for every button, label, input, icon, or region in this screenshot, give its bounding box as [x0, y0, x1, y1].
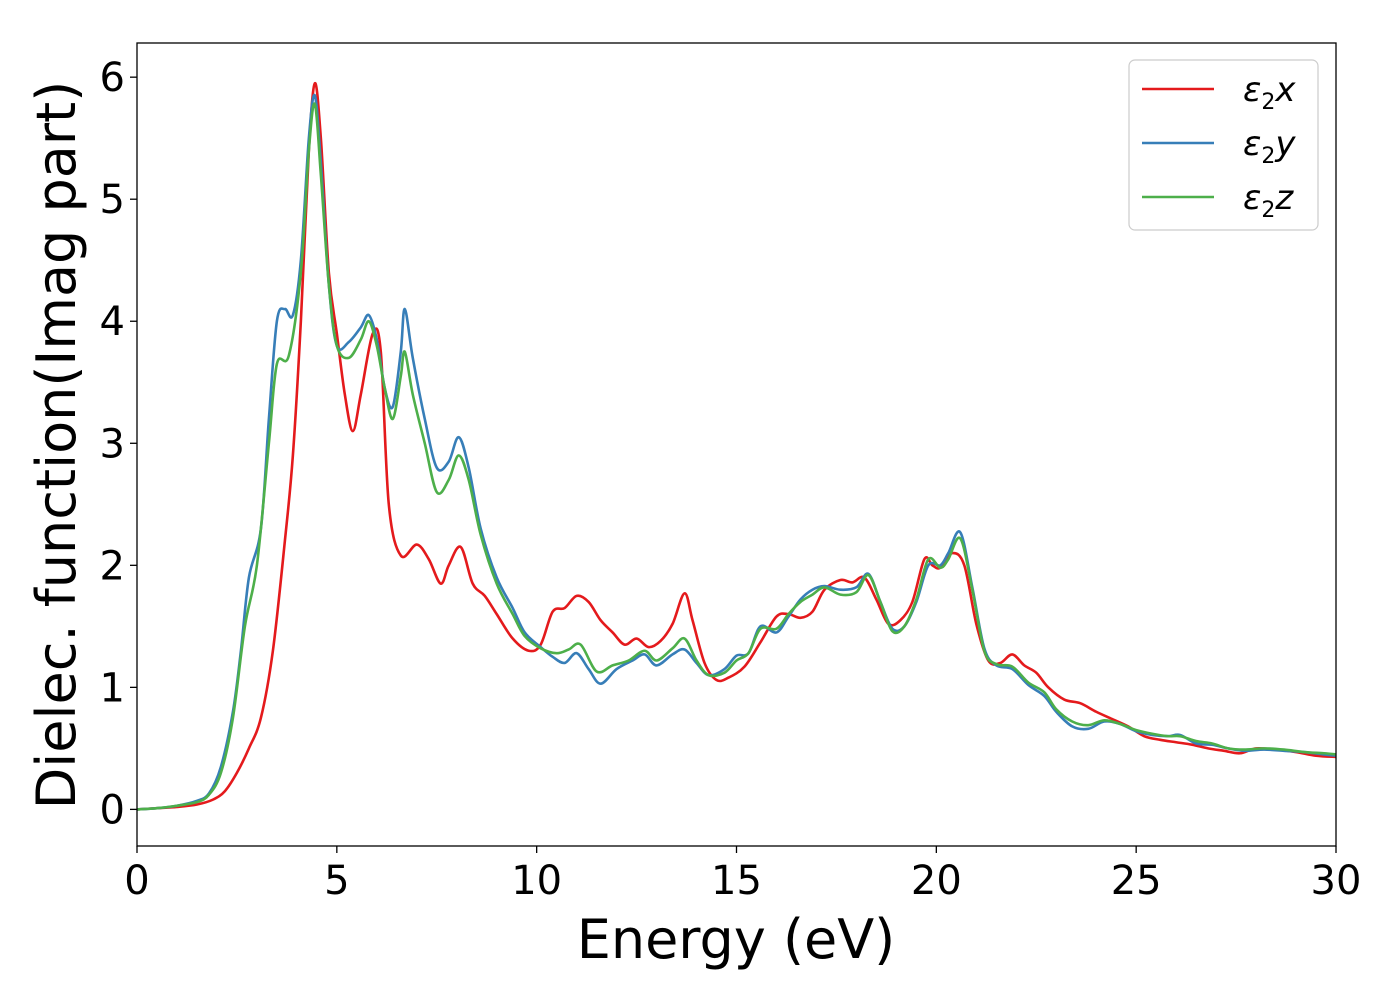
- legend-label-x: ε2x: [1243, 70, 1296, 115]
- series-line-z: [137, 102, 1336, 811]
- legend-label-y: ε2y: [1243, 124, 1296, 169]
- y-tick-label: 6: [100, 55, 125, 101]
- y-tick-label: 1: [100, 665, 125, 711]
- y-tick-label: 2: [100, 543, 125, 589]
- x-tick-label: 20: [911, 858, 962, 904]
- series-line-x: [137, 81, 1336, 811]
- y-tick-label: 0: [100, 787, 125, 833]
- x-axis-label: Energy (eV): [577, 908, 896, 971]
- y-tick-label: 4: [100, 299, 125, 345]
- x-tick-label: 5: [324, 858, 349, 904]
- series-layer: [137, 81, 1336, 811]
- x-tick-label: 0: [124, 858, 149, 904]
- x-tick-label: 10: [511, 858, 562, 904]
- x-tick-label: 15: [711, 858, 762, 904]
- x-axis: 0 5 10 15 20 25 30: [124, 846, 1361, 904]
- legend: ε2x ε2y ε2z: [1128, 59, 1319, 231]
- y-axis: 0 1 2 3 4 5 6: [100, 55, 137, 833]
- y-axis-label: Dielec. function(Imag part): [25, 81, 88, 810]
- x-tick-label: 30: [1311, 858, 1362, 904]
- legend-label-z: ε2z: [1243, 178, 1294, 223]
- x-tick-label: 25: [1111, 858, 1162, 904]
- legend-box: [1128, 59, 1319, 231]
- y-tick-label: 3: [100, 421, 125, 467]
- y-tick-label: 5: [100, 177, 125, 223]
